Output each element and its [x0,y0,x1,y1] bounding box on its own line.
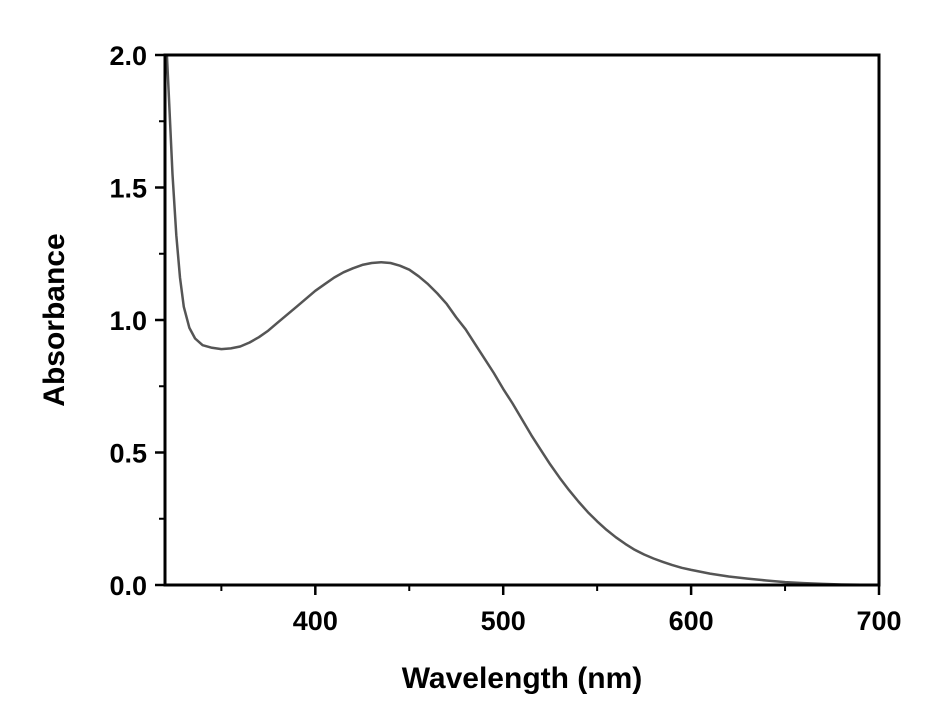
ticks-layer [155,55,879,595]
tick-labels-layer: 400 500 600 700 0.0 0.5 1.0 1.5 2.0 [109,41,901,636]
x-tick-label: 400 [293,606,338,636]
series-layer [167,55,879,585]
y-tick-label: 0.0 [109,571,147,601]
y-tick-label: 1.0 [109,306,147,336]
x-tick-label: 700 [856,606,901,636]
y-tick-label: 2.0 [109,41,147,71]
plot-frame [165,55,879,585]
y-axis-title: Absorbance [38,233,71,406]
x-axis-title: Wavelength (nm) [402,662,643,695]
x-tick-label: 600 [669,606,714,636]
y-tick-label: 1.5 [109,174,147,204]
absorbance-series-line [167,55,879,585]
y-tick-label: 0.5 [109,439,147,469]
x-tick-label: 500 [481,606,526,636]
